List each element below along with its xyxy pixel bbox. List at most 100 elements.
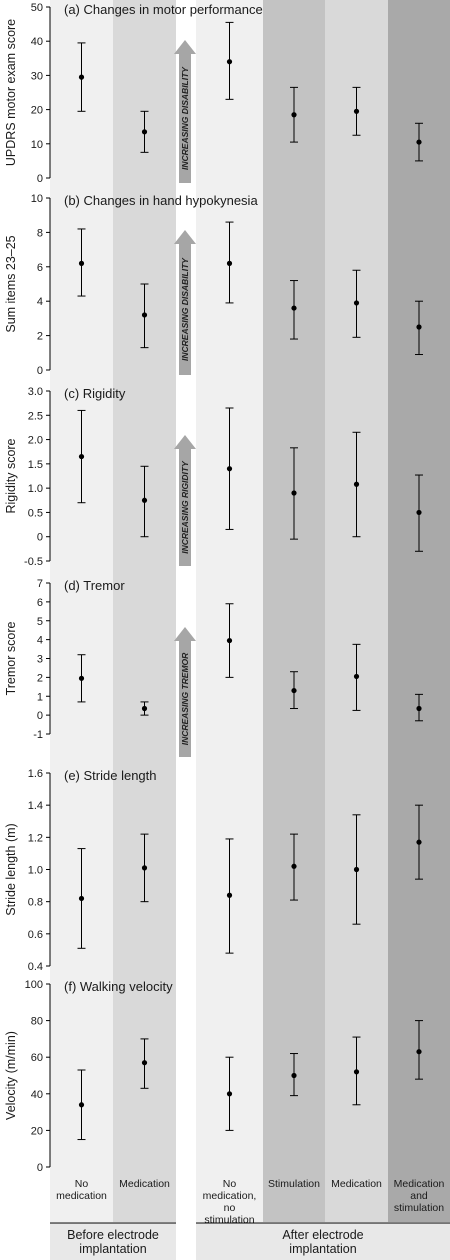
group-labels: Before electrode implantation After electr… <box>50 1222 450 1260</box>
y-tick-label: 1.0 <box>28 865 43 877</box>
y-tick-label: 6 <box>37 262 43 274</box>
mean-point <box>353 108 360 114</box>
mean-point <box>141 312 148 318</box>
mean-point <box>141 1060 148 1066</box>
y-tick-label: 3.0 <box>28 386 43 398</box>
panel-e: 0.4 0.6 0.8 1.0 1.2 1.4 1.6 Stride length (m) (e… <box>4 768 423 973</box>
mean-point <box>78 895 85 902</box>
mean-point <box>226 59 233 65</box>
y-tick-label: 0 <box>37 173 43 185</box>
panel-title: (e) Stride length <box>64 768 157 783</box>
condition-label-c1: No medication <box>56 1178 107 1202</box>
y-tick-label: 0 <box>37 710 43 722</box>
y-tick-label: 5 <box>37 616 43 628</box>
y-tick-label: -0.5 <box>24 556 43 568</box>
y-tick-label: 2.5 <box>28 410 43 422</box>
arrow-label: INCREASING DISABILITY <box>180 66 190 170</box>
mean-point <box>291 687 297 694</box>
y-tick-label: 2 <box>37 331 43 343</box>
y-tick-label: 1.5 <box>28 459 43 471</box>
y-axis-label: Velocity (m/min) <box>4 1031 18 1120</box>
condition-label-line: medication, <box>203 1190 257 1202</box>
y-tick-label: 6 <box>37 597 43 609</box>
mean-point <box>291 112 297 118</box>
mean-point <box>141 129 148 135</box>
y-tick-label: 2.0 <box>28 435 43 447</box>
mean-point <box>291 305 297 311</box>
condition-label-c6: Medication and stimulation <box>394 1178 445 1214</box>
arrow-b: INCREASING DISABILITY <box>174 230 196 375</box>
panel-d: -1 0 1 2 3 4 5 6 7 Tremor score (d) Tremor <box>4 578 423 741</box>
mean-point <box>291 490 297 496</box>
group-label-before: Before electrode implantation <box>67 1228 159 1256</box>
panel-title: (b) Changes in hand hypokynesia <box>64 193 258 208</box>
y-tick-label: 0 <box>37 532 43 544</box>
y-tick-label: 0.5 <box>28 507 43 519</box>
mean-point <box>416 839 422 845</box>
arrow-label: INCREASING TREMOR <box>180 652 190 745</box>
mean-point <box>353 300 360 306</box>
mean-point <box>416 1049 422 1055</box>
mean-point <box>291 863 297 869</box>
y-tick-label: 0 <box>37 1162 43 1174</box>
y-axis-label: Stride length (m) <box>4 823 18 915</box>
group-bar-before <box>50 1223 176 1260</box>
y-tick-label: 40 <box>31 36 43 48</box>
condition-label-line: No <box>75 1178 89 1190</box>
y-tick-label: 2 <box>37 672 43 684</box>
group-label-line: implantation <box>79 1242 146 1256</box>
arrow-shape <box>174 435 196 566</box>
group-label-line: After electrode <box>282 1228 363 1242</box>
mean-point <box>226 1091 233 1097</box>
arrow-a: INCREASING DISABILITY <box>174 40 196 183</box>
y-tick-label: 40 <box>31 1089 43 1101</box>
band-c1 <box>50 0 113 1222</box>
mean-point <box>353 481 360 487</box>
panel-title: (d) Tremor <box>64 578 125 593</box>
condition-label-line: Medication <box>394 1178 445 1190</box>
condition-bands <box>50 0 450 1222</box>
y-tick-label: 7 <box>37 578 43 590</box>
y-tick-label: 20 <box>31 1125 43 1137</box>
arrow-c: INCREASING RIGIDITY <box>174 435 196 566</box>
y-tick-label: 1.2 <box>28 832 43 844</box>
panel-c: -0.5 0 0.5 1.0 1.5 2.0 2.5 3.0 Rigidity score (c)… <box>4 386 423 568</box>
y-axis-label: UPDRS motor exam score <box>4 19 18 166</box>
mean-point <box>78 675 85 681</box>
mean-point <box>141 497 148 503</box>
y-tick-label: 1.0 <box>28 483 43 495</box>
y-tick-label: 30 <box>31 70 43 82</box>
band-c5 <box>325 0 388 1222</box>
mean-point <box>78 74 85 80</box>
arrow-shape <box>174 230 196 375</box>
y-axis-label: Rigidity score <box>4 438 18 513</box>
y-tick-label: 8 <box>37 227 43 239</box>
mean-point <box>226 892 233 898</box>
condition-label-c2: Medication <box>119 1178 170 1190</box>
group-label-line: implantation <box>289 1242 356 1256</box>
mean-point <box>353 673 360 680</box>
mean-point <box>416 705 422 712</box>
group-label-after: After electrode implantation <box>282 1228 363 1256</box>
arrow-shape <box>174 627 196 757</box>
y-tick-label: 100 <box>25 979 43 991</box>
condition-label-line: Medication <box>119 1178 170 1190</box>
mean-point <box>416 324 422 330</box>
mean-point <box>416 139 422 145</box>
y-tick-label: 10 <box>31 193 43 205</box>
condition-label-line: medication <box>56 1190 107 1202</box>
band-c4 <box>263 0 325 1222</box>
mean-point <box>291 1072 297 1079</box>
mean-point <box>141 705 148 712</box>
condition-label-c4: Stimulation <box>268 1178 320 1190</box>
group-bar-after <box>196 1223 450 1260</box>
condition-label-line: stimulation <box>394 1202 444 1214</box>
panel-b: 0 2 4 6 8 10 Sum items 23–25 (b) Changes in han… <box>4 193 423 377</box>
y-tick-label: 0 <box>37 365 43 377</box>
band-c2 <box>113 0 176 1222</box>
panel-f: 0 20 40 60 80 100 Velocity (m/min) (f) Walking … <box>4 979 423 1174</box>
condition-label-line: and <box>410 1190 428 1202</box>
condition-label-c5: Medication <box>331 1178 382 1190</box>
